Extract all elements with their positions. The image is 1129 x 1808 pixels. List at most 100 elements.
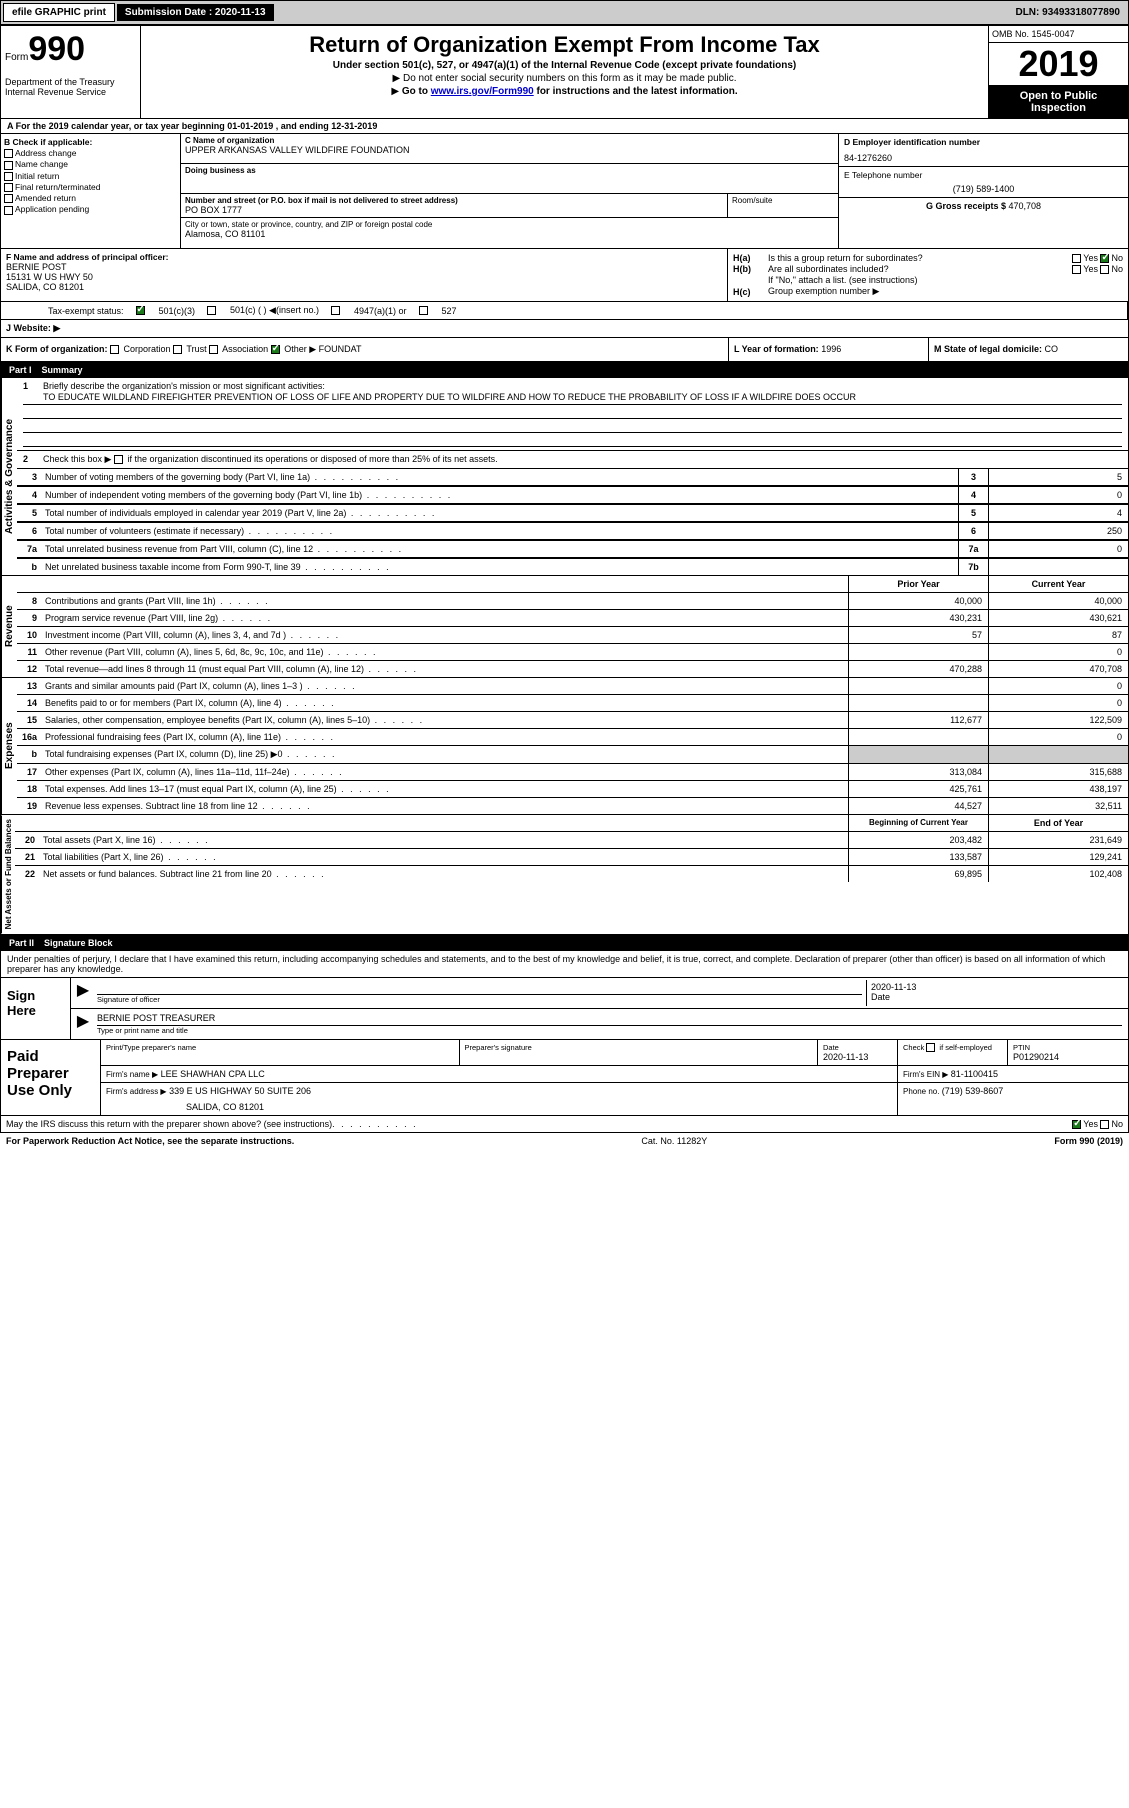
box-b: B Check if applicable: Address change Na…: [1, 134, 181, 248]
ptin-label: PTIN: [1013, 1043, 1123, 1052]
name-label: Type or print name and title: [97, 1025, 1122, 1035]
tax-year: 2019: [989, 43, 1128, 86]
omb-number: OMB No. 1545-0047: [989, 26, 1128, 43]
goto-post: for instructions and the latest informat…: [534, 86, 738, 97]
k-row: K Form of organization: Corporation Trus…: [0, 338, 1129, 362]
hc-text: Group exemption number ▶: [768, 286, 879, 297]
activities-governance: Activities & Governance 1Briefly describ…: [0, 378, 1129, 576]
chk-self-emp[interactable]: [926, 1043, 935, 1052]
goto-pre: Go to: [402, 86, 431, 97]
paid-preparer: Paid Preparer Use Only: [1, 1040, 101, 1115]
chk-501c3[interactable]: [136, 306, 145, 315]
prior-val: [848, 746, 988, 763]
firm-phone: (719) 539-8607: [942, 1086, 1004, 1096]
chk-address[interactable]: [4, 149, 13, 158]
part2-title: Part II: [9, 938, 34, 948]
dln: DLN: 93493318077890: [1009, 4, 1126, 21]
footer-left: For Paperwork Reduction Act Notice, see …: [6, 1136, 294, 1146]
prior-val: 40,000: [848, 593, 988, 609]
chk-initial[interactable]: [4, 172, 13, 181]
prior-val: [848, 644, 988, 660]
prior-val: 44,527: [848, 798, 988, 814]
mission-label: Briefly describe the organization's miss…: [43, 381, 325, 391]
discuss-text: May the IRS discuss this return with the…: [6, 1119, 332, 1129]
city: Alamosa, CO 81101: [185, 229, 834, 239]
hb-yes[interactable]: [1072, 265, 1081, 274]
prep-date: 2020-11-13: [823, 1052, 892, 1062]
line-text: Other expenses (Part IX, column (A), lin…: [41, 764, 848, 780]
form-label: Form: [5, 52, 28, 63]
current-val: 438,197: [988, 781, 1128, 797]
main-info-block: B Check if applicable: Address change Na…: [0, 134, 1129, 249]
ha-yes[interactable]: [1072, 254, 1081, 263]
current-val: 0: [988, 695, 1128, 711]
line-num: 16a: [17, 729, 41, 745]
telephone: (719) 589-1400: [844, 184, 1123, 194]
chk-other[interactable]: [271, 345, 280, 354]
line-num: 11: [17, 644, 41, 660]
prior-val: 57: [848, 627, 988, 643]
prior-val: 430,231: [848, 610, 988, 626]
revenue-section: Revenue Prior Year Current Year 8 Contri…: [0, 576, 1129, 678]
date-label: Date: [871, 992, 1122, 1002]
discuss-yes[interactable]: [1072, 1120, 1081, 1129]
line-box: 7b: [958, 559, 988, 575]
hb-text: Are all subordinates included?: [768, 264, 889, 274]
hb-no[interactable]: [1100, 265, 1109, 274]
phone-label: Phone no.: [903, 1087, 942, 1096]
line-text: Number of independent voting members of …: [41, 487, 958, 503]
line-text: Professional fundraising fees (Part IX, …: [41, 729, 848, 745]
prep-date-label: Date: [823, 1043, 892, 1052]
line-num: 21: [15, 849, 39, 865]
prior-val: 203,482: [848, 832, 988, 848]
line-num: 20: [15, 832, 39, 848]
4947: 4947(a)(1) or: [354, 306, 407, 316]
chk-4947[interactable]: [331, 306, 340, 315]
prior-val: 133,587: [848, 849, 988, 865]
line-box: 7a: [958, 541, 988, 557]
chk-name[interactable]: [4, 161, 13, 170]
ein: 84-1276260: [844, 153, 1123, 163]
col-current: Current Year: [988, 576, 1128, 592]
line-text: Grants and similar amounts paid (Part IX…: [41, 678, 848, 694]
city-label: City or town, state or province, country…: [185, 220, 834, 229]
chk-discontinued[interactable]: [114, 455, 123, 464]
lbl-initial: Initial return: [15, 171, 59, 181]
l-label: L Year of formation:: [734, 344, 821, 354]
lbl-name: Name change: [15, 159, 68, 169]
part2-name: Signature Block: [44, 938, 113, 948]
fh-block: F Name and address of principal officer:…: [0, 249, 1129, 302]
ha-no[interactable]: [1100, 254, 1109, 263]
chk-pending[interactable]: [4, 206, 13, 215]
self-emp-label: Check if self-employed: [903, 1043, 992, 1052]
chk-amended[interactable]: [4, 194, 13, 203]
chk-527[interactable]: [419, 306, 428, 315]
part1-header: Part I Summary: [0, 362, 1129, 378]
firm-ein-label: Firm's EIN ▶: [903, 1070, 951, 1079]
chk-trust[interactable]: [173, 345, 182, 354]
501c3: 501(c)(3): [159, 306, 196, 316]
501c: 501(c) ( ) ◀(insert no.): [230, 305, 319, 316]
year-formation: 1996: [821, 344, 841, 354]
line-text: Contributions and grants (Part VIII, lin…: [41, 593, 848, 609]
firm-ein: 81-1100415: [951, 1069, 998, 1079]
other: Other ▶: [284, 344, 316, 354]
officer-label: F Name and address of principal officer:: [6, 252, 722, 262]
dba-label: Doing business as: [185, 166, 834, 175]
chk-501c[interactable]: [207, 306, 216, 315]
chk-final[interactable]: [4, 183, 13, 192]
chk-corp[interactable]: [110, 345, 119, 354]
firm-addr1: 339 E US HIGHWAY 50 SUITE 206: [169, 1086, 311, 1096]
state-domicile: CO: [1045, 344, 1059, 354]
street-address: PO BOX 1777: [185, 205, 723, 215]
line-num: 22: [15, 866, 39, 882]
sign-arrow-1: ▶: [73, 980, 93, 1006]
efile-button[interactable]: efile GRAPHIC print: [3, 3, 115, 22]
trust: Trust: [186, 344, 206, 354]
current-val: 470,708: [988, 661, 1128, 677]
chk-assoc[interactable]: [209, 345, 218, 354]
form990-link[interactable]: www.irs.gov/Form990: [431, 86, 534, 97]
line-num: 14: [17, 695, 41, 711]
discuss-no[interactable]: [1100, 1120, 1109, 1129]
form-number: Form990: [5, 30, 136, 69]
